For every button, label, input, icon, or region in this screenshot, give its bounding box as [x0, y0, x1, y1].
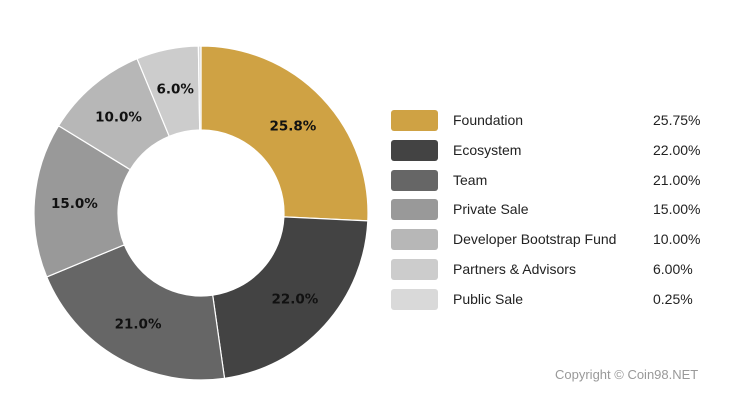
legend-value: 0.25% — [653, 290, 693, 307]
legend-swatch — [391, 229, 438, 251]
legend-swatch — [391, 288, 438, 310]
slice-label: 10.0% — [95, 109, 142, 125]
legend-value: 25.75% — [653, 112, 701, 128]
slice-label: 25.8% — [269, 118, 316, 134]
slice-ecosystem[interactable] — [212, 216, 369, 380]
legend-swatch — [391, 169, 438, 191]
legend-value: 10.00% — [653, 231, 701, 248]
legend-value: 22.00% — [653, 141, 701, 158]
legend-swatch — [391, 258, 438, 280]
legend-value: 21.00% — [653, 171, 701, 188]
slice-foundation[interactable] — [200, 45, 369, 222]
legend-label: Ecosystem — [453, 141, 522, 158]
legend-swatch — [391, 199, 438, 221]
slice-label: 6.0% — [157, 82, 195, 98]
legend-swatch — [391, 139, 438, 161]
slice-label: 22.0% — [272, 291, 319, 307]
legend-label: Partners & Advisors — [453, 260, 576, 277]
legend-label: Developer Bootstrap Fund — [453, 231, 617, 248]
legend-label: Public Sale — [453, 290, 524, 307]
legend-label: Foundation — [453, 112, 524, 128]
legend-swatch — [391, 110, 438, 131]
slice-public-sale[interactable] — [197, 45, 202, 131]
slice-label: 15.0% — [51, 196, 98, 212]
slice-team[interactable] — [45, 243, 226, 381]
legend-value: 15.00% — [653, 201, 701, 218]
legend-label: Private Sale — [453, 201, 529, 218]
legend-value: 6.00% — [653, 260, 693, 277]
copyright-text: Copyright © Coin98.NET — [555, 367, 699, 382]
legend-label: Team — [453, 171, 488, 188]
slice-label: 21.0% — [115, 316, 162, 332]
